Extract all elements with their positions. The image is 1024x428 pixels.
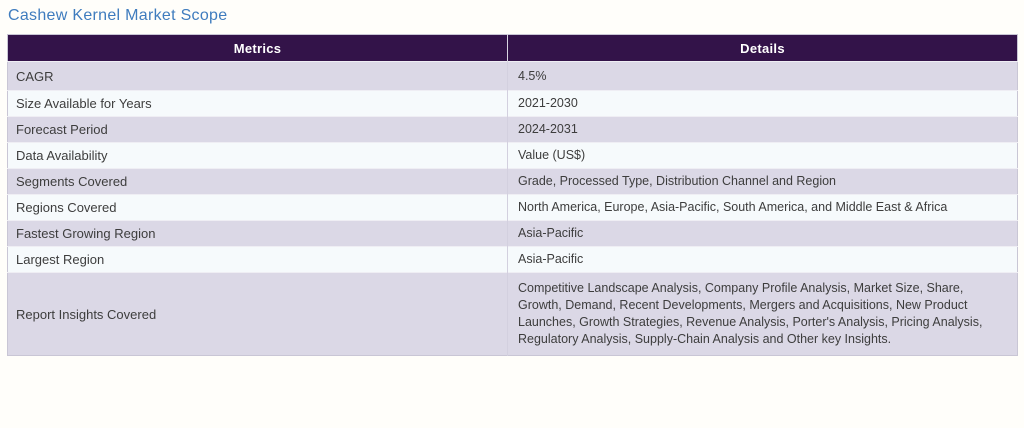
table-row: Report Insights Covered Competitive Lands… xyxy=(7,272,1018,356)
detail-cell: Value (US$) xyxy=(507,142,1018,169)
metric-cell: Size Available for Years xyxy=(16,96,152,111)
metric-cell: Regions Covered xyxy=(16,200,117,215)
metrics-column-header: Metrics xyxy=(7,34,508,62)
page-title: Cashew Kernel Market Scope xyxy=(8,7,228,24)
metric-cell: Report Insights Covered xyxy=(16,306,157,322)
detail-cell: 2021-2030 xyxy=(507,90,1018,117)
page: Cashew Kernel Market Scope Metrics Detai… xyxy=(7,7,1018,356)
table-row: Largest Region Asia-Pacific xyxy=(7,246,1018,273)
details-column-header: Details xyxy=(507,34,1018,62)
detail-cell: Grade, Processed Type, Distribution Chan… xyxy=(507,168,1018,195)
detail-cell: Asia-Pacific xyxy=(507,246,1018,273)
market-scope-table: Metrics Details CAGR 4.5% Size Available f… xyxy=(7,34,1018,356)
detail-cell: North America, Europe, Asia-Pacific, Sou… xyxy=(507,194,1018,221)
detail-cell: Competitive Landscape Analysis, Company … xyxy=(507,272,1018,356)
metric-cell: Data Availability xyxy=(16,148,108,163)
table-row: Forecast Period 2024-2031 xyxy=(7,116,1018,143)
table-row: Segments Covered Grade, Processed Type, D… xyxy=(7,168,1018,195)
detail-cell: 2024-2031 xyxy=(507,116,1018,143)
table-row: Size Available for Years 2021-2030 xyxy=(7,90,1018,117)
detail-cell: Asia-Pacific xyxy=(507,220,1018,247)
metric-cell: Forecast Period xyxy=(16,122,108,137)
table-body: CAGR 4.5% Size Available for Years 2021-203… xyxy=(7,61,1018,356)
table-row: Regions Covered North America, Europe, As… xyxy=(7,194,1018,221)
metric-cell: Largest Region xyxy=(16,252,105,267)
metric-cell: CAGR xyxy=(16,68,54,84)
metric-cell: Fastest Growing Region xyxy=(16,226,156,241)
table-header-row: Metrics Details xyxy=(7,34,1018,62)
table-row: Data Availability Value (US$) xyxy=(7,142,1018,169)
table-row: CAGR 4.5% xyxy=(7,61,1018,91)
detail-cell: 4.5% xyxy=(507,61,1018,91)
metric-cell: Segments Covered xyxy=(16,174,128,189)
table-row: Fastest Growing Region Asia-Pacific xyxy=(7,220,1018,247)
